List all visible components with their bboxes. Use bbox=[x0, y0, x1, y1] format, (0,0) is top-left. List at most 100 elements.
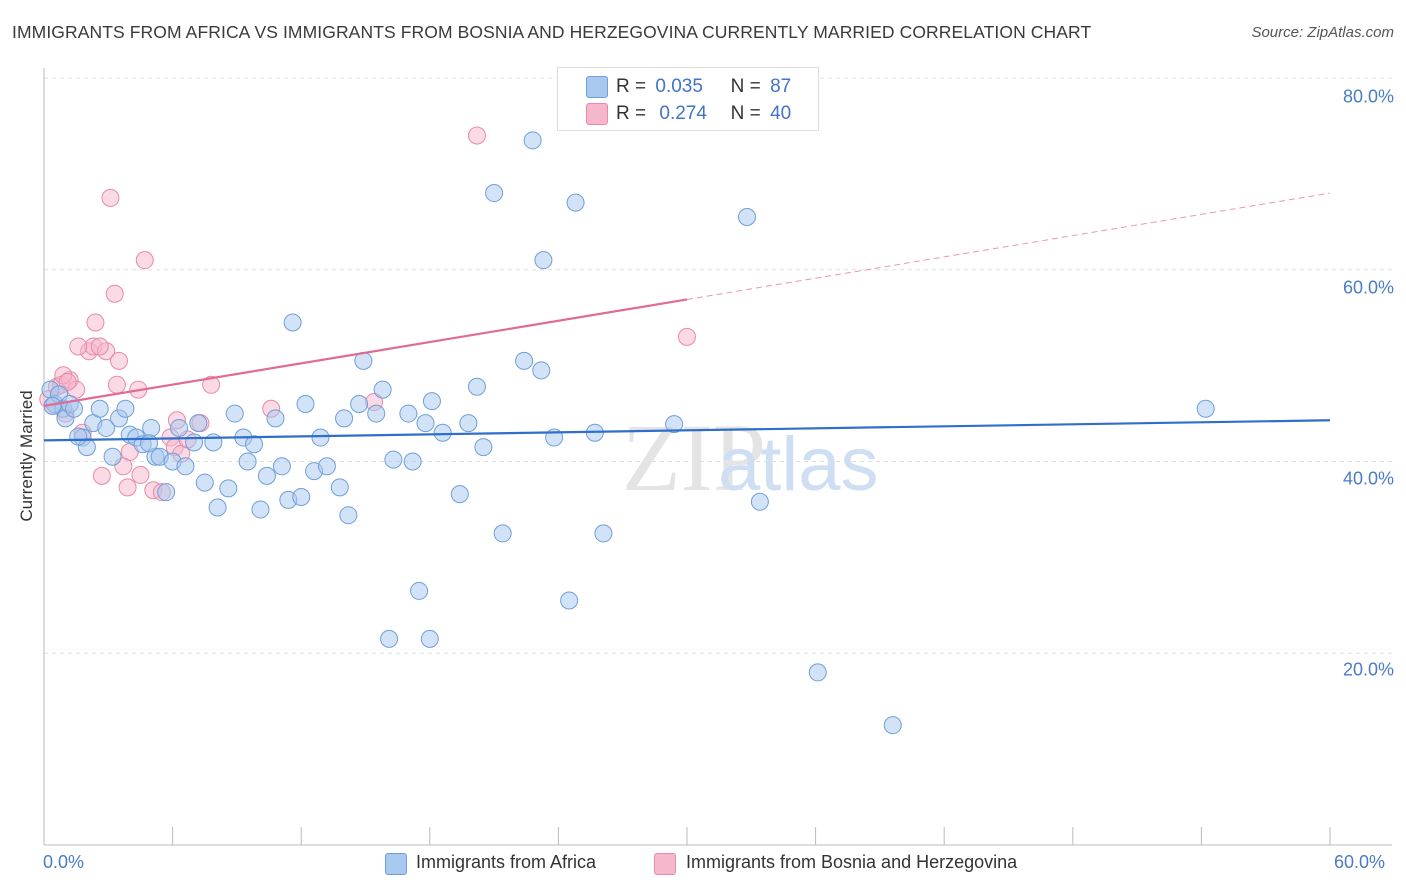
bosnia-point bbox=[131, 465, 150, 484]
legend-n-label: N = bbox=[730, 76, 761, 97]
africa-point bbox=[410, 581, 429, 600]
africa-point bbox=[296, 394, 315, 413]
africa-point bbox=[97, 418, 116, 437]
africa-point bbox=[523, 131, 542, 150]
africa-point bbox=[157, 483, 176, 502]
africa-point bbox=[474, 438, 493, 457]
africa-point bbox=[738, 208, 757, 227]
africa-point bbox=[103, 447, 122, 466]
x-tick-label: 0.0% bbox=[43, 852, 85, 872]
bottom-legend-swatch-bosnia bbox=[654, 853, 676, 875]
africa-point bbox=[594, 524, 613, 543]
africa-point bbox=[176, 457, 195, 476]
africa-point bbox=[373, 380, 392, 399]
africa-point bbox=[422, 392, 441, 411]
bosnia-point bbox=[90, 337, 109, 356]
africa-points bbox=[41, 78, 1215, 735]
chart-title: IMMIGRANTS FROM AFRICA VS IMMIGRANTS FRO… bbox=[12, 22, 1092, 42]
africa-point bbox=[532, 361, 551, 380]
africa-point bbox=[420, 629, 439, 648]
bosnia-point bbox=[110, 351, 129, 370]
legend-n-value: 87 bbox=[770, 76, 792, 97]
trend-lines bbox=[43, 192, 1331, 442]
legend-swatch-africa bbox=[586, 76, 608, 98]
africa-point bbox=[350, 394, 369, 413]
africa-point bbox=[238, 452, 257, 471]
africa-point bbox=[1196, 399, 1215, 418]
africa-point bbox=[416, 414, 435, 433]
africa-point bbox=[566, 193, 585, 212]
africa-point bbox=[665, 415, 684, 434]
africa-point bbox=[450, 485, 469, 504]
legend-r-value: 0.274 bbox=[659, 103, 707, 124]
legend-row-bosnia: R = 0.274 N = 40 bbox=[616, 103, 791, 125]
africa-point bbox=[380, 629, 399, 648]
africa-point bbox=[493, 524, 512, 543]
africa-point bbox=[339, 506, 358, 525]
watermark-zip: ZIP bbox=[622, 404, 766, 511]
africa-point bbox=[208, 498, 227, 517]
bottom-legend-bosnia: Immigrants from Bosnia and Herzegovina bbox=[686, 852, 1018, 872]
africa-point bbox=[367, 404, 386, 423]
bosnia-trend-extension bbox=[686, 192, 1331, 300]
africa-point bbox=[219, 479, 238, 498]
africa-point bbox=[225, 404, 244, 423]
legend-n-value: 40 bbox=[770, 103, 792, 124]
africa-point bbox=[189, 414, 208, 433]
legend-r-label: R = bbox=[616, 103, 647, 124]
africa-point bbox=[195, 473, 214, 492]
legend-n-label: N = bbox=[730, 103, 761, 124]
stats-legend: R = 0.035 N = 87 R = 0.274 N = 40 bbox=[557, 67, 819, 131]
axes bbox=[43, 68, 1392, 846]
y-tick-label: 60.0% bbox=[1342, 277, 1394, 298]
africa-point bbox=[467, 377, 486, 396]
africa-point bbox=[403, 452, 422, 471]
africa-point bbox=[170, 418, 189, 437]
watermark-atlas: atlas bbox=[718, 422, 879, 507]
africa-point bbox=[330, 478, 349, 497]
africa-point bbox=[283, 313, 302, 332]
x-tick-label: 60.0% bbox=[1334, 852, 1386, 872]
africa-point bbox=[433, 423, 452, 442]
africa-point bbox=[459, 414, 478, 433]
source-label: Source: ZipAtlas.com bbox=[1251, 24, 1394, 41]
y-tick-label: 40.0% bbox=[1342, 468, 1394, 489]
gridlines bbox=[44, 77, 1392, 654]
bosnia-point bbox=[467, 126, 486, 145]
legend-r-label: R = bbox=[616, 76, 647, 97]
africa-point bbox=[90, 399, 109, 418]
africa-point bbox=[140, 434, 159, 453]
africa-point bbox=[251, 500, 270, 519]
africa-point bbox=[266, 409, 285, 428]
africa-point bbox=[257, 466, 276, 485]
africa-point bbox=[116, 399, 135, 418]
y-tick-label: 80.0% bbox=[1342, 86, 1394, 107]
bosnia-point bbox=[202, 375, 221, 394]
bosnia-point bbox=[58, 372, 77, 391]
bosnia-point bbox=[101, 188, 120, 207]
bosnia-point bbox=[69, 337, 88, 356]
bosnia-point bbox=[118, 478, 137, 497]
africa-point bbox=[560, 591, 579, 610]
africa-point bbox=[384, 450, 403, 469]
bottom-legend-africa: Immigrants from Africa bbox=[416, 852, 597, 872]
bosnia-trend-line bbox=[43, 298, 688, 407]
africa-point bbox=[883, 716, 902, 735]
africa-point bbox=[515, 351, 534, 370]
africa-point bbox=[311, 428, 330, 447]
africa-point bbox=[185, 433, 204, 452]
bottom-legend-swatch-africa bbox=[385, 853, 407, 875]
africa-point bbox=[534, 251, 553, 270]
africa-point bbox=[69, 427, 88, 446]
bosnia-point bbox=[105, 284, 124, 303]
africa-trend-line bbox=[43, 419, 1331, 442]
africa-point bbox=[245, 435, 264, 454]
africa-point bbox=[272, 457, 291, 476]
africa-point bbox=[317, 457, 336, 476]
africa-point bbox=[485, 184, 504, 203]
africa-point bbox=[142, 418, 161, 437]
bosnia-point bbox=[86, 313, 105, 332]
africa-point bbox=[292, 487, 311, 506]
africa-point bbox=[750, 492, 769, 511]
bosnia-point bbox=[92, 466, 111, 485]
